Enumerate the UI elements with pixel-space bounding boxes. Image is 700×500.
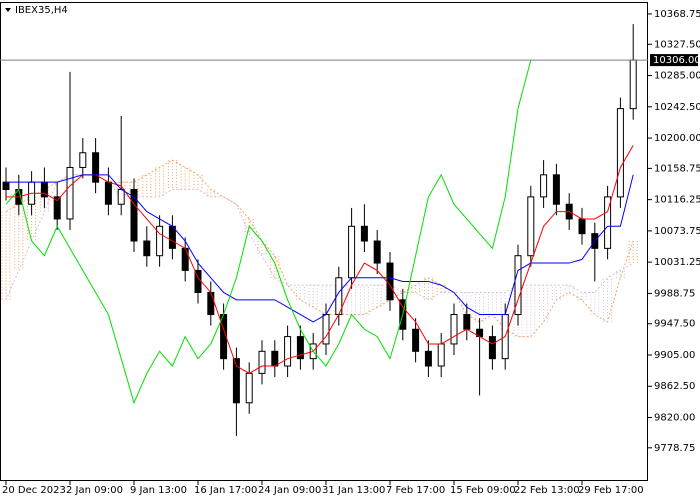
y-tick-label: 10200.00: [654, 133, 700, 144]
candle-body: [130, 189, 138, 242]
candle-body: [386, 262, 394, 301]
x-tick-label: 24 Jan 09:00: [258, 485, 321, 496]
current-price-box: [650, 54, 698, 67]
y-tick-label: 9905.00: [654, 350, 695, 361]
candle-body: [92, 152, 100, 183]
candle-body: [629, 59, 637, 110]
candle-body: [540, 174, 548, 198]
y-tick-label: 10158.75: [654, 163, 700, 174]
candle-body: [53, 196, 61, 220]
candle-body: [412, 328, 420, 352]
candle-body: [514, 255, 522, 316]
candle-body: [296, 336, 304, 360]
candle-body: [271, 350, 279, 367]
x-tick-label: 31 Jan 13:00: [322, 485, 385, 496]
x-tick-label: 9 Jan 13:00: [130, 485, 187, 496]
candle-body: [156, 225, 164, 257]
y-tick-label: 10031.25: [654, 257, 700, 268]
candle-body: [424, 350, 432, 367]
symbol-arrow: [5, 8, 11, 12]
indicator-line: [6, 174, 634, 323]
x-tick-label: 7 Feb 17:00: [386, 485, 445, 496]
candle-body: [348, 225, 356, 279]
candle-body: [616, 108, 624, 198]
candle-body: [2, 181, 10, 191]
candle-body: [463, 314, 471, 330]
x-tick-label: 2 Jan 09:00: [66, 485, 123, 496]
y-tick-label: 10368.75: [654, 9, 700, 20]
y-tick-label: 10073.75: [654, 226, 700, 237]
candle-body: [66, 166, 74, 220]
candle-body: [450, 314, 458, 345]
candle-body: [245, 372, 253, 404]
indicator-line: [5, 59, 532, 405]
candle-body: [258, 350, 266, 374]
candle-body: [143, 240, 151, 257]
candle-body: [527, 196, 535, 257]
candle-body: [552, 174, 560, 205]
y-tick-label: 9988.75: [654, 288, 695, 299]
candle-body: [181, 247, 189, 271]
cloud-border: [5, 159, 634, 338]
chart-title: IBEX35,H4: [15, 5, 68, 16]
candle-body: [604, 196, 612, 249]
candle-body: [168, 225, 176, 249]
current-price-label: 10306.00: [653, 55, 700, 66]
candle-body: [104, 181, 112, 205]
candle-body: [79, 152, 87, 168]
x-tick-label: 15 Feb 09:00: [450, 485, 516, 496]
candle-body: [117, 189, 125, 205]
y-tick-label: 10242.50: [654, 102, 700, 113]
candle-body: [373, 240, 381, 264]
x-tick-label: 22 Feb 13:00: [514, 485, 580, 496]
y-tick-label: 9820.00: [654, 412, 695, 423]
y-tick-label: 10285.00: [654, 71, 700, 82]
candle-body: [437, 343, 445, 367]
candle-body: [488, 336, 496, 360]
y-tick-label: 9862.50: [654, 381, 695, 392]
candle-body: [232, 358, 240, 404]
x-tick-label: 16 Jan 17:00: [194, 485, 257, 496]
y-tick-label: 9947.50: [654, 319, 695, 330]
candle-body: [360, 225, 368, 242]
y-tick-label: 9778.75: [654, 443, 695, 454]
x-tick-label: 20 Dec 2023: [2, 485, 66, 496]
candle-body: [207, 291, 215, 316]
y-tick-label: 10116.25: [654, 195, 700, 206]
candle-body: [578, 218, 586, 235]
plot-frame: [0, 2, 648, 481]
plot-area: [1, 24, 638, 436]
candle-body: [284, 336, 292, 367]
x-tick-label: 29 Feb 17:00: [578, 485, 644, 496]
indicator-line: [6, 145, 634, 374]
y-tick-label: 10327.50: [654, 39, 700, 50]
cloud-border: [5, 174, 634, 301]
